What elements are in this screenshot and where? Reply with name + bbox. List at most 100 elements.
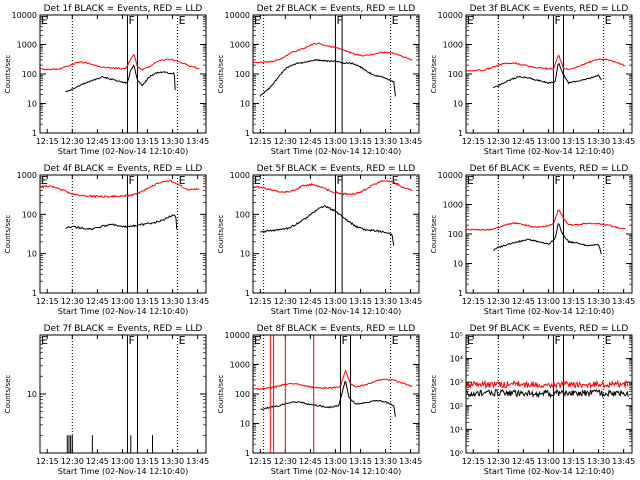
y-tick-label: 10⁵ <box>450 331 463 340</box>
y-tick-label: 10000 <box>225 11 250 20</box>
y-tick-label: 100 <box>235 70 250 79</box>
series-lld <box>252 180 413 196</box>
plot-frame <box>252 334 420 454</box>
marker-label: E <box>467 174 474 187</box>
x-tick-label: 13:45 <box>186 137 209 146</box>
y-tick-label: 10¹ <box>450 425 463 434</box>
x-tick-label: 13:30 <box>161 137 184 146</box>
y-tick-label: 10⁴ <box>450 355 463 364</box>
x-tick-label: 13:00 <box>111 457 134 466</box>
x-tick-label: 13:30 <box>587 457 610 466</box>
x-tick-label: 12:30 <box>274 457 297 466</box>
y-tick-label: 1 <box>32 129 37 138</box>
x-tick-label: 12:15 <box>36 137 59 146</box>
x-tick-label: 13:45 <box>399 137 422 146</box>
y-tick-label: 1 <box>32 289 37 298</box>
series-lld <box>465 54 626 72</box>
panel-title: Det 1f BLACK = Events, RED = LLD <box>44 4 203 14</box>
y-tick-label: 100 <box>448 70 463 79</box>
x-tick-label: 13:15 <box>136 137 159 146</box>
panel-title: Det 5f BLACK = Events, RED = LLD <box>257 164 416 174</box>
panel-title: Det 2f BLACK = Events, RED = LLD <box>257 4 416 14</box>
y-axis-label: Counts/sec <box>4 55 12 94</box>
marker-label: F <box>336 14 342 27</box>
marker-label: F <box>336 174 342 187</box>
x-tick-label: 13:30 <box>161 297 184 306</box>
x-axis-label: Start Time (02-Nov-14 12:10:40) <box>484 467 614 476</box>
x-tick-label: 12:45 <box>512 457 535 466</box>
x-tick-label: 12:45 <box>86 137 109 146</box>
marker-label: F <box>128 174 134 187</box>
x-tick-label: 13:30 <box>374 297 397 306</box>
marker-label: E <box>179 174 186 187</box>
plot-frame <box>39 174 207 294</box>
marker-label: E <box>179 14 186 27</box>
x-tick-label: 12:30 <box>61 457 84 466</box>
marker-label: F <box>554 334 560 347</box>
marker-label: F <box>128 334 134 347</box>
series-events <box>493 223 602 255</box>
series-lld <box>252 42 413 64</box>
x-tick-label: 13:00 <box>111 137 134 146</box>
marker-label: E <box>254 14 261 27</box>
x-tick-label: 12:45 <box>512 297 535 306</box>
marker-label: E <box>392 334 399 347</box>
panel-9: Det 9f BLACK = Events, RED = LLD Start Ti… <box>430 324 635 476</box>
series-events <box>260 204 395 246</box>
y-tick-label: 100 <box>235 210 250 219</box>
y-tick-label: 10 <box>27 100 37 109</box>
x-axis-label: Start Time (02-Nov-14 12:10:40) <box>271 147 401 156</box>
marker-label: E <box>467 334 474 347</box>
series-events <box>65 64 176 93</box>
x-tick-label: 13:00 <box>111 297 134 306</box>
x-tick-label: 13:00 <box>324 457 347 466</box>
x-tick-label: 12:30 <box>61 137 84 146</box>
y-tick-label: 10000 <box>12 11 37 20</box>
y-tick-label: 10 <box>27 250 37 259</box>
x-axis-label: Start Time (02-Nov-14 12:10:40) <box>58 467 188 476</box>
marker-label: E <box>254 334 261 347</box>
y-tick-label: 1000 <box>230 361 250 370</box>
plot-frame <box>465 174 633 294</box>
panel-5: Det 5f BLACK = Events, RED = LLD Start Ti… <box>217 164 422 316</box>
plot-frame <box>465 14 633 134</box>
x-axis-label: Start Time (02-Nov-14 12:10:40) <box>271 467 401 476</box>
y-tick-label: 10³ <box>450 378 463 387</box>
x-tick-label: 13:00 <box>537 297 560 306</box>
x-tick-label: 13:15 <box>349 297 372 306</box>
y-tick-label: 10 <box>27 390 37 399</box>
x-tick-label: 13:45 <box>399 457 422 466</box>
panel-title: Det 4f BLACK = Events, RED = LLD <box>44 164 203 174</box>
x-tick-label: 12:30 <box>274 297 297 306</box>
y-tick-label: 1 <box>458 129 463 138</box>
plot-frame <box>465 334 633 454</box>
x-axis-label: Start Time (02-Nov-14 12:10:40) <box>484 147 614 156</box>
panel-1: Det 1f BLACK = Events, RED = LLD Start Ti… <box>4 4 209 156</box>
marker-label: F <box>341 334 347 347</box>
x-tick-label: 12:45 <box>299 297 322 306</box>
panel-title: Det 6f BLACK = Events, RED = LLD <box>470 164 629 174</box>
y-tick-label: 10000 <box>438 171 463 180</box>
x-tick-label: 12:15 <box>249 297 272 306</box>
x-tick-label: 12:45 <box>299 137 322 146</box>
y-tick-label: 1 <box>245 289 250 298</box>
series-lld <box>252 369 413 391</box>
panel-4: Det 4f BLACK = Events, RED = LLD Start Ti… <box>4 164 209 316</box>
y-tick-label: 10 <box>453 100 463 109</box>
plot-frame <box>252 174 420 294</box>
y-axis-label: Counts/sec <box>217 375 225 414</box>
x-tick-label: 12:30 <box>487 297 510 306</box>
y-tick-label: 1000 <box>443 41 463 50</box>
x-tick-label: 13:45 <box>612 297 635 306</box>
series-lld <box>39 179 200 199</box>
x-tick-label: 13:30 <box>587 137 610 146</box>
x-tick-label: 13:45 <box>186 457 209 466</box>
panel-3: Det 3f BLACK = Events, RED = LLD Start Ti… <box>430 4 635 156</box>
y-tick-label: 1000 <box>443 201 463 210</box>
x-tick-label: 13:15 <box>562 297 585 306</box>
x-axis-label: Start Time (02-Nov-14 12:10:40) <box>58 147 188 156</box>
panel-title: Det 9f BLACK = Events, RED = LLD <box>470 324 629 334</box>
marker-label: E <box>41 14 48 27</box>
y-tick-label: 10 <box>453 260 463 269</box>
